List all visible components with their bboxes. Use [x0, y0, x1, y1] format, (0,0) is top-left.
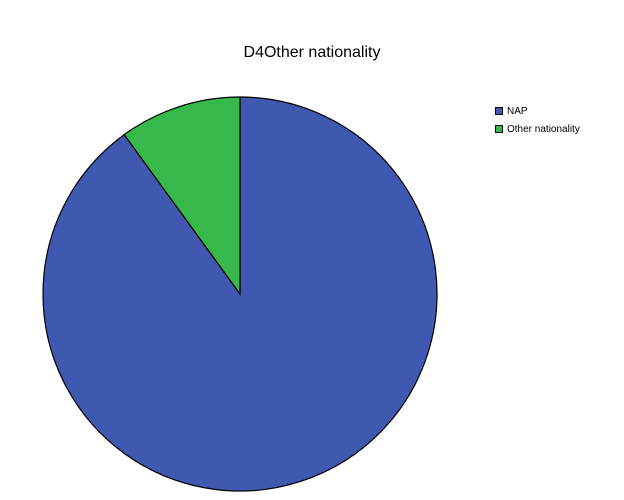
legend-swatch-other-nationality — [495, 125, 503, 133]
legend-label-nap: NAP — [507, 105, 528, 117]
pie-slice-other-nationality — [123, 96, 241, 296]
legend-label-other-nationality: Other nationality — [507, 123, 580, 135]
legend-swatch-nap — [495, 107, 503, 115]
legend-item-nap: NAP — [495, 103, 580, 119]
legend-item-other-nationality: Other nationality — [495, 121, 580, 137]
legend: NAP Other nationality — [495, 103, 580, 139]
chart-title: D4Other nationality — [243, 44, 381, 61]
pie-slices — [42, 96, 438, 492]
